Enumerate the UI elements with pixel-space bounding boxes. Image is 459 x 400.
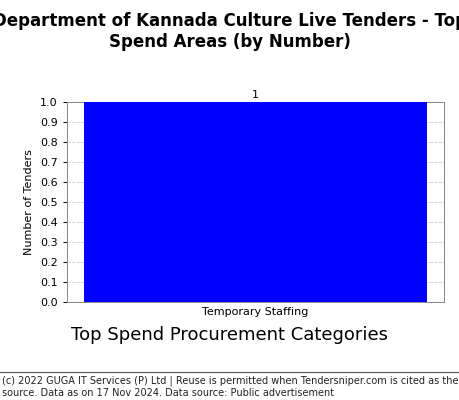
Text: Department of Kannada Culture Live Tenders - Top
Spend Areas (by Number): Department of Kannada Culture Live Tende… <box>0 12 459 51</box>
Text: Top Spend Procurement Categories: Top Spend Procurement Categories <box>71 326 388 344</box>
Text: (c) 2022 GUGA IT Services (P) Ltd | Reuse is permitted when Tendersniper.com is : (c) 2022 GUGA IT Services (P) Ltd | Reus… <box>2 376 457 398</box>
Y-axis label: Number of Tenders: Number of Tenders <box>24 149 34 255</box>
Text: 1: 1 <box>251 90 258 100</box>
